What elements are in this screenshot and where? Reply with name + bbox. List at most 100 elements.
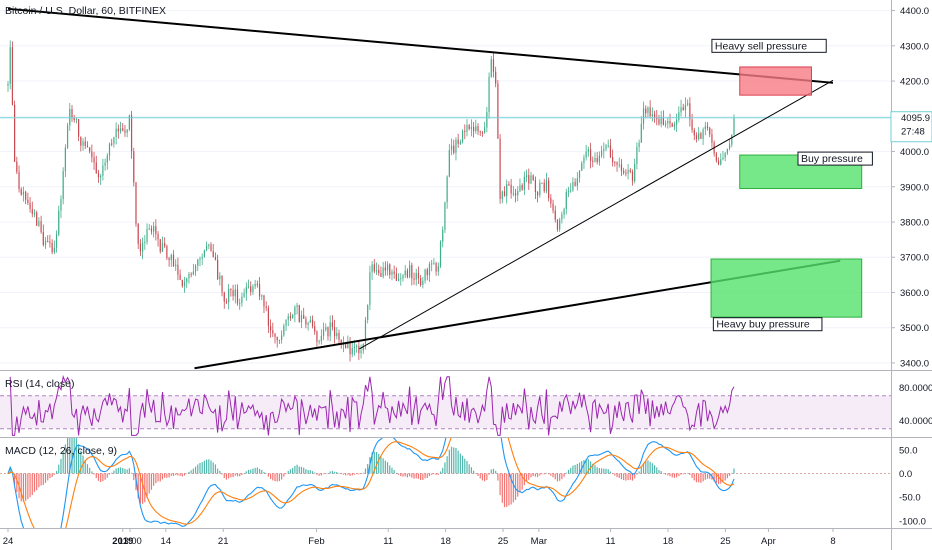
candle <box>172 250 175 267</box>
time-tick-label: 14 <box>161 536 172 547</box>
candle <box>596 152 598 165</box>
candle <box>706 122 709 131</box>
zone-label: Heavy sell pressure <box>715 40 807 52</box>
candle <box>618 157 620 168</box>
candle <box>592 156 594 168</box>
candle <box>53 240 55 255</box>
candle <box>525 169 528 183</box>
candle <box>124 124 126 137</box>
candle <box>603 142 605 159</box>
candle <box>616 161 618 172</box>
candle <box>411 262 413 286</box>
candle <box>539 179 541 198</box>
candle <box>488 72 490 119</box>
candle <box>278 339 281 344</box>
candle <box>89 147 91 154</box>
candle <box>265 301 267 312</box>
candle <box>287 313 289 327</box>
candle <box>11 41 14 106</box>
candle <box>331 315 333 331</box>
candle <box>512 186 514 197</box>
candle <box>653 110 656 123</box>
candle <box>247 279 250 289</box>
candle <box>298 304 300 323</box>
candle <box>292 313 294 319</box>
candle <box>651 107 653 122</box>
time-tick-label: 2019 <box>112 536 133 547</box>
price-axis[interactable]: 4400.04300.04200.04100.04000.03900.03800… <box>891 6 929 369</box>
candle <box>400 273 402 286</box>
candle <box>263 294 265 314</box>
candle <box>208 243 210 250</box>
candle <box>413 272 415 285</box>
candle <box>69 102 71 131</box>
candle <box>73 114 75 123</box>
candle <box>245 282 247 301</box>
candle <box>289 312 292 322</box>
candle <box>36 210 38 227</box>
candle <box>300 310 303 329</box>
candle <box>25 190 27 205</box>
candle <box>457 133 459 148</box>
macd-axis: 50.0 0.0 -50.0 -100.0 <box>899 445 926 527</box>
time-tick-label: 25 <box>498 536 509 547</box>
candle <box>274 333 276 344</box>
candle <box>510 178 512 199</box>
time-tick-label: 18 <box>440 536 451 547</box>
candle <box>698 127 700 141</box>
candle <box>327 326 329 341</box>
candle <box>16 156 18 175</box>
candle <box>161 236 164 252</box>
candle <box>243 288 245 299</box>
candle <box>391 269 393 281</box>
last-price-label: 4095.9 <box>901 113 930 124</box>
time-tick-label: 13:00 <box>118 536 142 547</box>
candle <box>543 178 545 193</box>
candle <box>673 121 676 131</box>
candle <box>351 342 353 358</box>
candle <box>492 53 495 78</box>
candle <box>316 330 318 347</box>
candle <box>236 284 239 306</box>
candle <box>333 319 336 344</box>
candle <box>49 234 51 248</box>
candle <box>113 136 115 148</box>
candle <box>58 205 60 237</box>
candle <box>574 178 576 187</box>
candle <box>484 121 486 134</box>
candle <box>38 217 40 228</box>
time-tick-label: 11 <box>606 536 616 547</box>
candle <box>583 154 585 169</box>
candle <box>269 319 272 338</box>
candle <box>258 276 261 301</box>
candle <box>203 249 206 258</box>
candle <box>104 158 106 171</box>
time-tick-label: 25 <box>720 536 731 547</box>
candle <box>356 344 358 353</box>
candle <box>210 242 212 252</box>
candle <box>479 130 481 136</box>
macd-tick-label: -100.0 <box>899 516 926 527</box>
zone-label-box <box>797 151 873 166</box>
candle <box>115 122 117 145</box>
candle <box>638 139 640 153</box>
candle <box>367 304 369 324</box>
candle <box>384 261 386 276</box>
candle <box>166 244 168 260</box>
macd-tick-label: -50.0 <box>899 493 921 504</box>
price-tick-label: 4200.0 <box>900 77 929 88</box>
candle <box>303 307 305 319</box>
candle <box>576 172 578 191</box>
candle <box>598 151 600 166</box>
candle <box>212 243 214 258</box>
candle <box>369 265 371 311</box>
candle <box>66 122 69 149</box>
candle <box>27 192 29 206</box>
candle <box>234 284 236 304</box>
macd-title: MACD (12, 26, close, 9) <box>5 445 117 457</box>
candle <box>102 158 104 181</box>
candle <box>424 268 426 284</box>
candle <box>389 263 391 279</box>
candle <box>386 261 389 276</box>
